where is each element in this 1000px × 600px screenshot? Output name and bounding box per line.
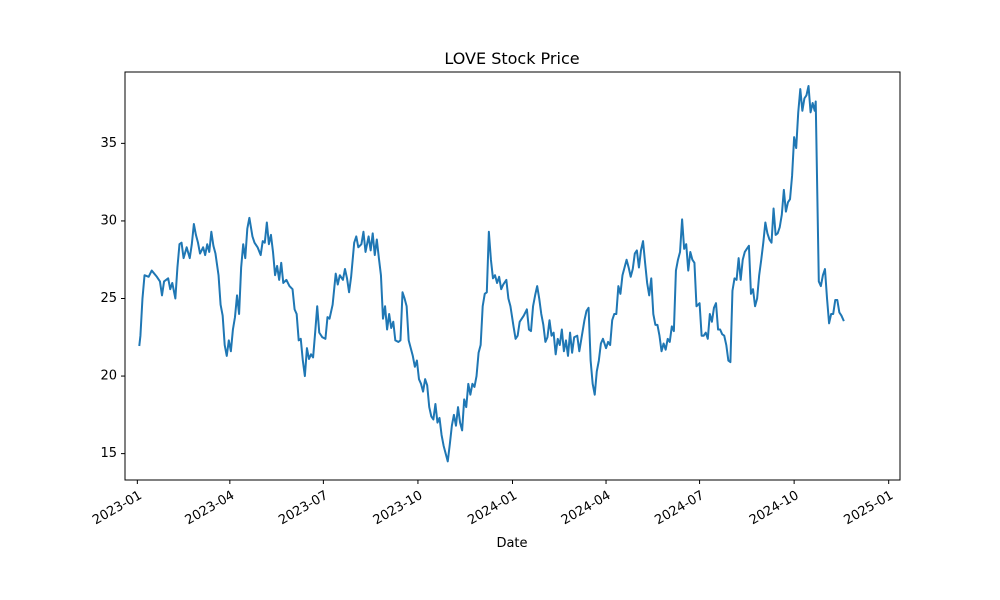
y-tick-label: 35 bbox=[100, 136, 117, 151]
series-line-love bbox=[138, 84, 845, 463]
x-axis-label: Date bbox=[496, 536, 527, 551]
y-tick-label: 15 bbox=[100, 446, 117, 461]
y-tick-label: 25 bbox=[100, 291, 117, 306]
chart-title: LOVE Stock Price bbox=[444, 49, 579, 68]
y-tick-label: 20 bbox=[100, 369, 117, 384]
series-layer bbox=[138, 84, 845, 463]
y-axis: 15 20 25 30 35 bbox=[100, 136, 125, 461]
y-tick-label: 30 bbox=[100, 213, 117, 228]
